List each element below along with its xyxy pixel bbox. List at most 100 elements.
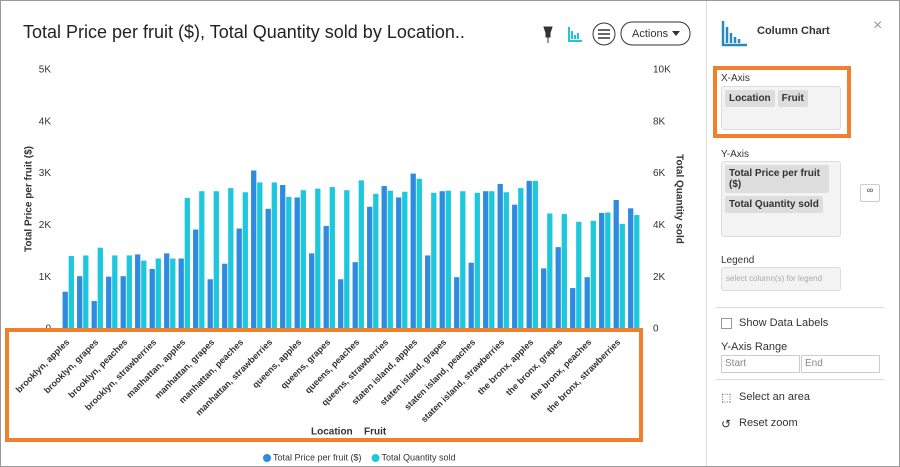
y-tick-label: 3K xyxy=(39,168,52,179)
bar xyxy=(410,173,416,329)
bar xyxy=(460,191,466,329)
legend-label: Total Price per fruit ($) xyxy=(273,452,362,462)
bar xyxy=(77,276,83,329)
bar xyxy=(613,200,619,329)
bar xyxy=(213,191,219,329)
legend-label: Legend xyxy=(721,255,755,266)
bar xyxy=(518,188,524,329)
checkbox[interactable] xyxy=(721,318,732,329)
bar xyxy=(126,255,132,329)
range-end[interactable]: End xyxy=(801,355,880,373)
bar xyxy=(62,291,68,329)
bar xyxy=(605,212,611,329)
bar xyxy=(193,229,199,329)
reset-zoom[interactable]: Reset zoom xyxy=(739,417,798,429)
y-tick-label: 5K xyxy=(39,65,52,76)
bar xyxy=(358,180,364,329)
bar xyxy=(439,191,445,329)
range-label: Y-Axis Range xyxy=(721,341,788,353)
y-tick-label: 1K xyxy=(39,272,52,283)
y2-tick-label: 8K xyxy=(653,116,666,127)
bar xyxy=(381,186,387,329)
bar xyxy=(396,197,402,329)
bar xyxy=(628,208,634,329)
bar xyxy=(634,215,640,329)
bar xyxy=(309,253,315,329)
pin-icon[interactable] xyxy=(543,26,553,43)
bar xyxy=(468,262,474,329)
bar xyxy=(155,258,161,329)
y-tick-label: 2K xyxy=(39,220,52,231)
bar xyxy=(170,258,176,329)
bar xyxy=(431,192,437,329)
bar xyxy=(300,190,306,329)
bar xyxy=(599,212,605,329)
range-start[interactable]: Start xyxy=(721,355,800,373)
dropdown-arrow xyxy=(672,31,680,36)
bar xyxy=(265,208,271,329)
bar xyxy=(619,223,625,329)
bar xyxy=(402,191,408,329)
bar xyxy=(251,170,257,329)
chip[interactable]: Total Price per fruit ($) xyxy=(725,165,829,193)
bar xyxy=(445,190,451,329)
bar xyxy=(584,277,590,329)
bar xyxy=(91,301,97,329)
bar xyxy=(541,268,547,329)
x-field[interactable]: Fruit xyxy=(364,427,387,438)
actions-button[interactable] xyxy=(620,21,691,46)
bar xyxy=(387,190,393,329)
chart-type-icon[interactable] xyxy=(568,27,582,42)
bar xyxy=(112,255,118,329)
bar xyxy=(547,213,553,329)
bar xyxy=(367,206,373,329)
bar xyxy=(184,197,190,329)
y2-tick-label: 0 xyxy=(653,324,659,335)
bar xyxy=(532,180,538,329)
y-axis-title: Total Price per fruit ($) xyxy=(24,146,35,252)
x-field[interactable]: Location xyxy=(311,427,353,438)
bar xyxy=(294,197,300,329)
reset-icon: ↺ xyxy=(721,417,732,431)
chip[interactable]: Location xyxy=(725,90,775,107)
legend-drop[interactable]: select column(s) for legend xyxy=(721,267,841,291)
panel-title: Column Chart xyxy=(757,25,830,37)
bar xyxy=(164,253,170,329)
select-icon: ⬚ xyxy=(721,392,732,404)
link-button[interactable]: ∞ xyxy=(860,184,880,202)
chip[interactable]: Fruit xyxy=(777,90,808,107)
bar xyxy=(489,191,495,329)
bar xyxy=(286,196,292,329)
select-area[interactable]: Select an area xyxy=(739,391,810,403)
bar xyxy=(315,188,321,329)
bar xyxy=(503,192,509,329)
legend-swatch xyxy=(371,454,380,462)
bar xyxy=(178,258,184,329)
bar xyxy=(257,182,263,329)
bar xyxy=(323,225,329,329)
y2-tick-label: 10K xyxy=(653,65,671,76)
bar xyxy=(141,260,147,329)
show-labels[interactable]: Show Data Labels xyxy=(739,317,829,329)
settings-icon xyxy=(598,29,610,39)
bar xyxy=(570,288,576,329)
side-panel: Column Chart × X-Axis Location Fruit Y-Ax… xyxy=(706,1,899,466)
chip[interactable]: Total Quantity sold xyxy=(725,196,823,213)
bar xyxy=(483,191,489,329)
bar xyxy=(338,279,344,329)
bar xyxy=(497,183,503,329)
column-chart-icon xyxy=(721,21,747,47)
bar xyxy=(454,277,460,329)
y2-tick-label: 2K xyxy=(653,272,666,283)
actions-label[interactable]: Actions xyxy=(632,28,669,40)
x-axis-drop[interactable]: Location Fruit xyxy=(721,86,841,130)
bar xyxy=(512,204,518,329)
close-button[interactable]: × xyxy=(873,17,883,34)
bar xyxy=(555,247,561,329)
highlight-box xyxy=(5,328,643,442)
bar xyxy=(329,187,335,329)
y2-tick-label: 4K xyxy=(653,220,666,231)
bar xyxy=(280,184,286,329)
y-axis-label: Y-Axis xyxy=(721,149,749,160)
y-axis-drop[interactable]: Total Price per fruit ($) Total Quantity … xyxy=(721,161,841,237)
